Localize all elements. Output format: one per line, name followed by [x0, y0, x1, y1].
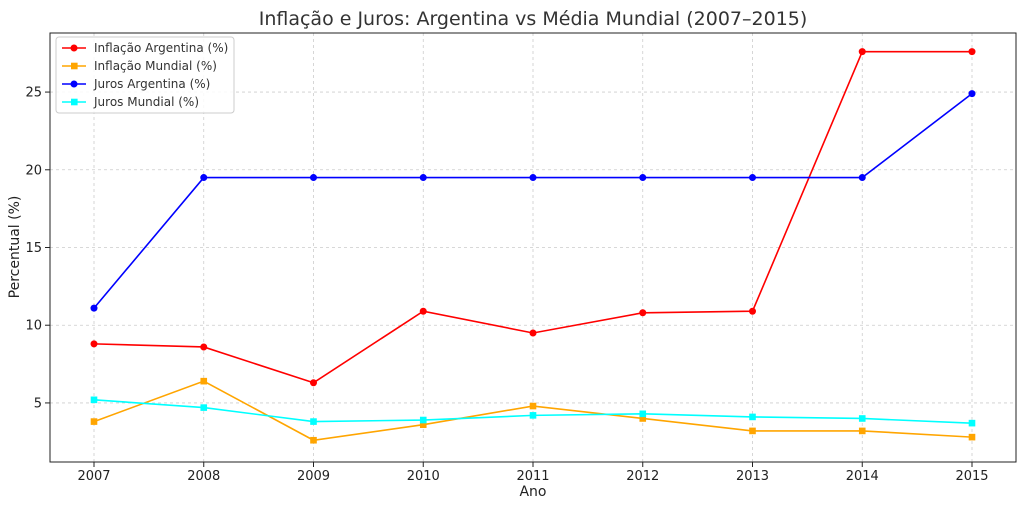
data-point — [200, 343, 208, 351]
x-tick-label: 2012 — [626, 469, 659, 484]
data-point — [639, 415, 647, 422]
legend: Inflação Argentina (%) Inflação Mundial (… — [55, 36, 235, 114]
legend-label: Inflação Mundial (%) — [94, 59, 217, 73]
legend-marker — [70, 44, 78, 52]
data-point — [90, 304, 98, 312]
y-axis-label: Percentual (%) — [7, 196, 23, 299]
data-point — [529, 329, 537, 337]
legend-box — [55, 36, 235, 114]
x-tick-label: 2015 — [955, 469, 988, 484]
legend-marker — [70, 80, 78, 88]
y-tick-label: 25 — [25, 86, 42, 101]
series-1 — [90, 48, 976, 387]
data-point — [639, 309, 647, 317]
data-point — [90, 340, 98, 348]
data-point — [749, 307, 756, 315]
x-tick-label: 2008 — [187, 469, 220, 484]
data-point — [639, 410, 647, 418]
data-point — [90, 396, 98, 404]
data-point — [749, 413, 756, 421]
x-tick-label: 2009 — [297, 469, 330, 484]
x-axis: 2007 2008 2009 2010 2011 2012 2013 2014 2015 — [77, 462, 989, 484]
y-tick-label: 15 — [25, 241, 42, 256]
data-point — [858, 415, 866, 422]
y-tick-label: 20 — [25, 163, 42, 178]
legend-label: Inflação Argentina (%) — [94, 41, 228, 55]
legend-item: Inflação Mundial (%) — [62, 59, 217, 73]
series-2 — [90, 377, 976, 444]
data-point — [968, 433, 976, 441]
data-point — [200, 377, 208, 385]
legend-marker — [71, 62, 78, 70]
data-point — [200, 404, 208, 411]
legend-item: Juros Argentina (%) — [62, 77, 210, 91]
legend-item: Juros Mundial (%) — [62, 95, 199, 109]
x-axis-label: Ano — [519, 484, 546, 500]
legend-label: Juros Mundial (%) — [93, 95, 199, 109]
data-point — [310, 174, 317, 182]
data-point — [968, 419, 976, 427]
data-point — [90, 418, 98, 425]
data-point — [419, 307, 427, 315]
data-point — [858, 427, 866, 435]
chart-title: Inflação e Juros: Argentina vs Média Mun… — [259, 8, 808, 30]
data-point — [200, 174, 208, 182]
data-point — [968, 48, 976, 56]
y-tick-label: 10 — [25, 319, 42, 334]
data-point — [858, 48, 866, 56]
series — [90, 48, 976, 444]
data-point — [529, 174, 537, 182]
data-point — [858, 174, 866, 182]
legend-marker — [71, 98, 78, 106]
legend-item: Inflação Argentina (%) — [62, 41, 228, 55]
data-point — [968, 90, 976, 98]
x-tick-label: 2011 — [516, 469, 549, 484]
y-tick-label: 5 — [34, 396, 42, 411]
x-tick-label: 2013 — [736, 469, 769, 484]
data-point — [529, 412, 537, 419]
data-point — [749, 174, 756, 182]
legend-label: Juros Argentina (%) — [93, 77, 210, 91]
data-point — [639, 174, 647, 182]
data-point — [310, 379, 317, 387]
x-tick-label: 2010 — [407, 469, 440, 484]
y-axis: 5 10 15 20 25 — [25, 86, 50, 411]
data-point — [419, 421, 427, 428]
data-point — [419, 416, 427, 424]
data-point — [529, 402, 537, 410]
data-point — [310, 418, 317, 425]
data-point — [310, 436, 317, 444]
series-4 — [90, 396, 976, 427]
x-tick-label: 2014 — [846, 469, 879, 484]
series-3 — [90, 90, 976, 312]
x-tick-label: 2007 — [77, 469, 110, 484]
data-point — [419, 174, 427, 182]
data-point — [749, 427, 756, 435]
